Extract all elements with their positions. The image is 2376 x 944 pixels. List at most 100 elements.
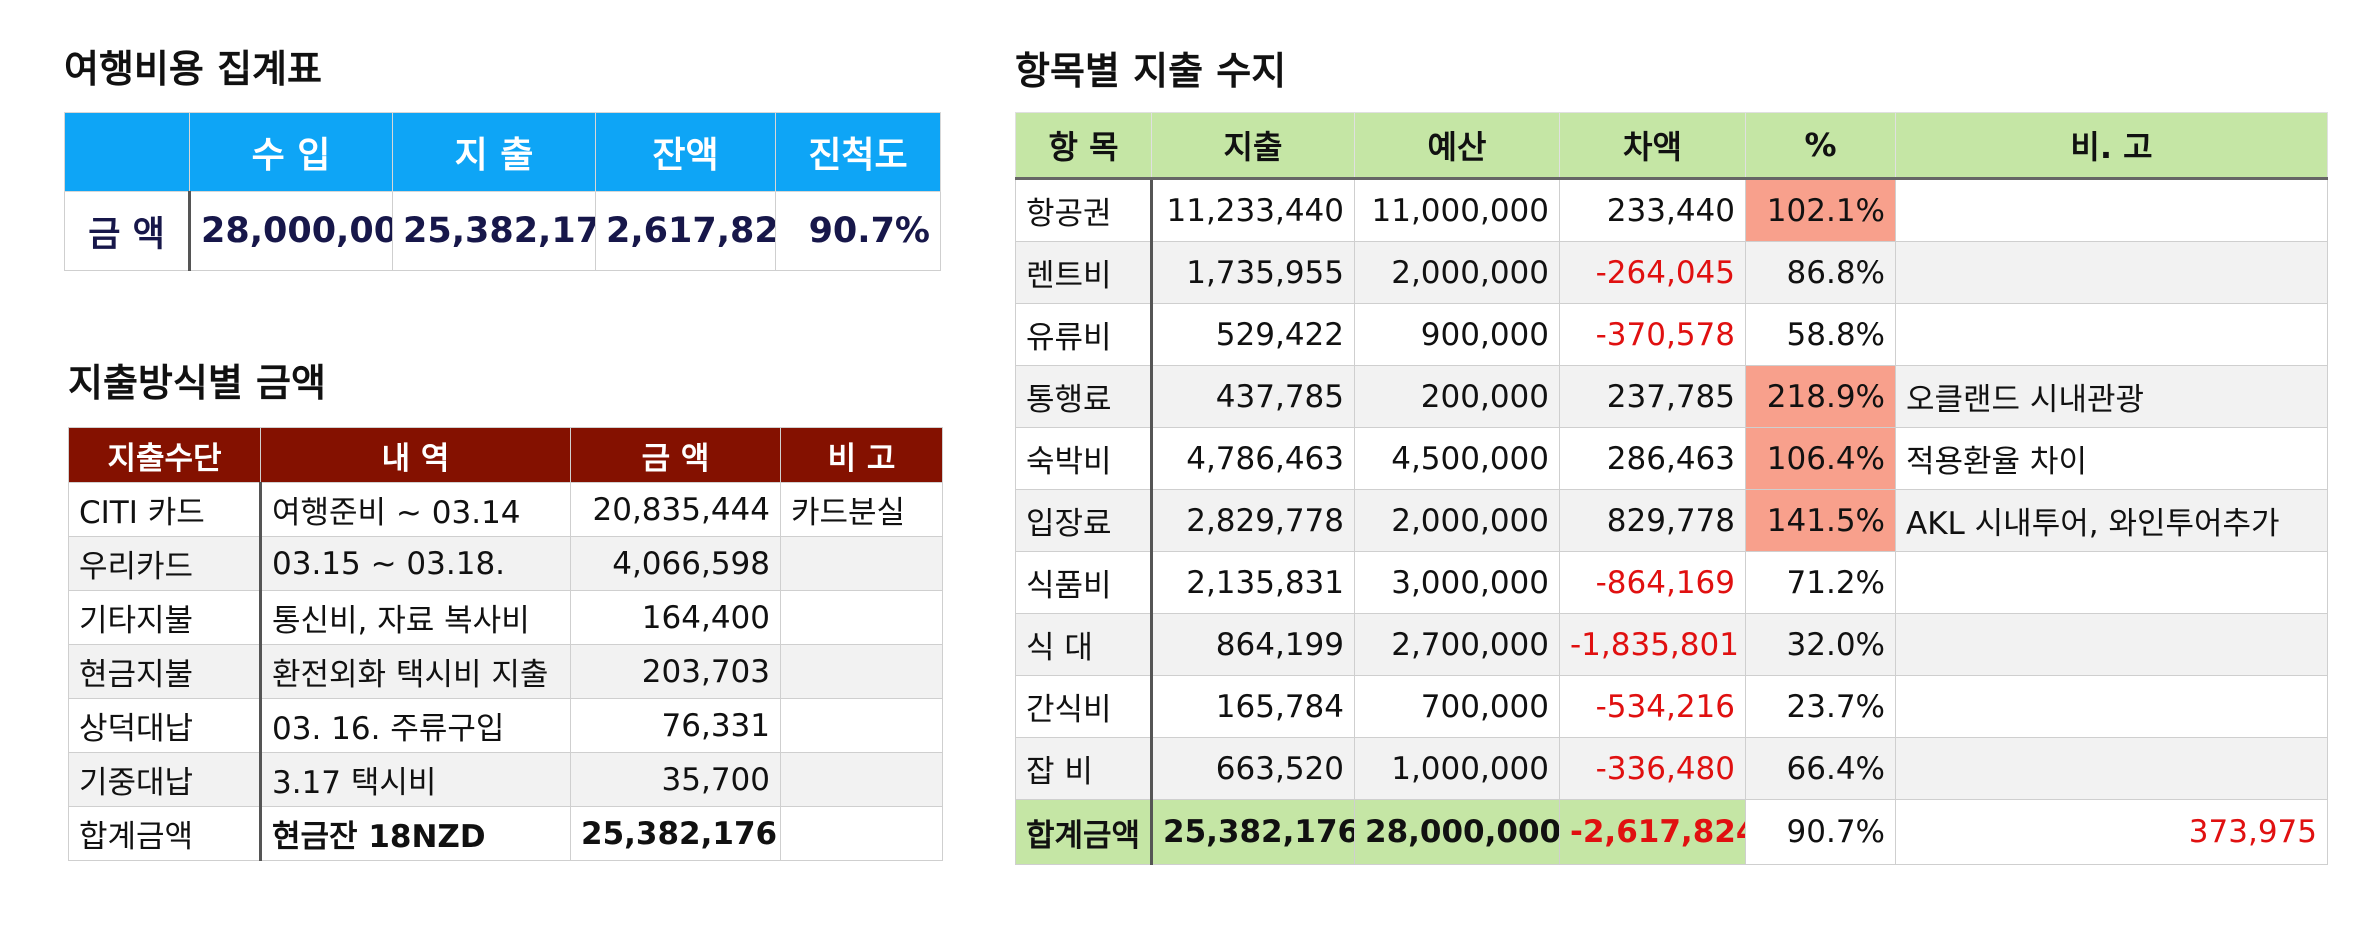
budget-cell[interactable]: 200,000	[1354, 365, 1560, 428]
diff-cell[interactable]: 829,778	[1559, 489, 1746, 552]
total-label-cell[interactable]: 합계금액	[1015, 799, 1153, 865]
budget-cell[interactable]: 3,000,000	[1354, 551, 1560, 614]
diff-cell[interactable]: 237,785	[1559, 365, 1746, 428]
summary-expense-cell[interactable]: 25,382,176	[392, 191, 596, 271]
note-cell[interactable]	[780, 536, 943, 591]
budget-cell[interactable]: 2,700,000	[1354, 613, 1560, 676]
note-cell[interactable]: AKL 시내투어, 와인투어추가	[1895, 489, 2328, 552]
total-detail-cell[interactable]: 현금잔 18NZD	[260, 806, 571, 861]
amount-cell[interactable]: 203,703	[570, 644, 781, 699]
item-cell[interactable]: 항공권	[1015, 178, 1153, 242]
total-note-cell[interactable]	[780, 806, 943, 861]
amount-cell[interactable]: 76,331	[570, 698, 781, 753]
method-cell[interactable]: 기중대납	[68, 752, 262, 807]
budget-cell[interactable]: 1,000,000	[1354, 737, 1560, 800]
diff-cell[interactable]: -370,578	[1559, 303, 1746, 366]
spent-cell[interactable]: 165,784	[1151, 675, 1355, 738]
summary-balance-cell[interactable]: 2,617,824	[595, 191, 776, 271]
item-cell[interactable]: 통행료	[1015, 365, 1153, 428]
item-cell[interactable]: 입장료	[1015, 489, 1153, 552]
budget-cell[interactable]: 2,000,000	[1354, 489, 1560, 552]
diff-cell[interactable]: -336,480	[1559, 737, 1746, 800]
detail-cell[interactable]: 03.15 ~ 03.18.	[260, 536, 571, 591]
amount-cell[interactable]: 164,400	[570, 590, 781, 645]
summary-progress-cell[interactable]: 90.7%	[775, 191, 941, 271]
amount-cell[interactable]: 20,835,444	[570, 482, 781, 537]
note-cell[interactable]	[1895, 241, 2328, 304]
note-cell[interactable]	[1895, 551, 2328, 614]
spent-cell[interactable]: 864,199	[1151, 613, 1355, 676]
method-cell[interactable]: 현금지불	[68, 644, 262, 699]
pct-cell[interactable]: 23.7%	[1745, 675, 1896, 738]
method-cell[interactable]: 우리카드	[68, 536, 262, 591]
amount-cell[interactable]: 35,700	[570, 752, 781, 807]
method-cell[interactable]: 상덕대납	[68, 698, 262, 753]
note-cell[interactable]	[1895, 303, 2328, 366]
detail-cell[interactable]: 03. 16. 주류구입	[260, 698, 571, 753]
total-spent-cell[interactable]: 25,382,176	[1151, 799, 1355, 865]
note-cell[interactable]	[1895, 737, 2328, 800]
item-cell[interactable]: 식품비	[1015, 551, 1153, 614]
budget-cell[interactable]: 700,000	[1354, 675, 1560, 738]
detail-cell[interactable]: 통신비, 자료 복사비	[260, 590, 571, 645]
pct-cell[interactable]: 66.4%	[1745, 737, 1896, 800]
spent-cell[interactable]: 2,829,778	[1151, 489, 1355, 552]
summary-income-cell[interactable]: 28,000,000	[189, 191, 393, 271]
note-cell[interactable]	[1895, 613, 2328, 676]
spent-cell[interactable]: 437,785	[1151, 365, 1355, 428]
item-cell[interactable]: 식 대	[1015, 613, 1153, 676]
diff-cell[interactable]: -864,169	[1559, 551, 1746, 614]
methods-header-amount: 금 액	[570, 427, 781, 483]
note-cell[interactable]	[780, 644, 943, 699]
pct-cell[interactable]: 218.9%	[1745, 365, 1896, 428]
budget-cell[interactable]: 900,000	[1354, 303, 1560, 366]
total-budget-cell[interactable]: 28,000,000	[1354, 799, 1560, 865]
diff-cell[interactable]: 233,440	[1559, 178, 1746, 242]
note-cell[interactable]	[1895, 675, 2328, 738]
item-cell[interactable]: 유류비	[1015, 303, 1153, 366]
detail-cell[interactable]: 환전외화 택시비 지출	[260, 644, 571, 699]
item-cell[interactable]: 숙박비	[1015, 427, 1153, 490]
spent-cell[interactable]: 11,233,440	[1151, 178, 1355, 242]
note-cell[interactable]: 오클랜드 시내관광	[1895, 365, 2328, 428]
diff-cell[interactable]: -264,045	[1559, 241, 1746, 304]
method-cell[interactable]: CITI 카드	[68, 482, 262, 537]
spent-cell[interactable]: 2,135,831	[1151, 551, 1355, 614]
pct-cell[interactable]: 102.1%	[1745, 178, 1896, 242]
spent-cell[interactable]: 529,422	[1151, 303, 1355, 366]
item-cell[interactable]: 잡 비	[1015, 737, 1153, 800]
detail-cell[interactable]: 3.17 택시비	[260, 752, 571, 807]
total-diff-cell[interactable]: -2,617,824	[1559, 799, 1746, 865]
item-cell[interactable]: 간식비	[1015, 675, 1153, 738]
spent-cell[interactable]: 4,786,463	[1151, 427, 1355, 490]
total-note-cell[interactable]: 373,975	[1895, 799, 2328, 865]
pct-cell[interactable]: 71.2%	[1745, 551, 1896, 614]
budget-cell[interactable]: 2,000,000	[1354, 241, 1560, 304]
diff-cell[interactable]: -1,835,801	[1559, 613, 1746, 676]
pct-cell[interactable]: 58.8%	[1745, 303, 1896, 366]
note-cell[interactable]: 카드분실	[780, 482, 943, 537]
summary-row-label[interactable]: 금 액	[64, 191, 191, 271]
note-cell[interactable]	[780, 698, 943, 753]
diff-cell[interactable]: -534,216	[1559, 675, 1746, 738]
note-cell[interactable]: 적용환율 차이	[1895, 427, 2328, 490]
amount-cell[interactable]: 4,066,598	[570, 536, 781, 591]
spent-cell[interactable]: 663,520	[1151, 737, 1355, 800]
note-cell[interactable]	[780, 590, 943, 645]
pct-cell[interactable]: 106.4%	[1745, 427, 1896, 490]
pct-cell[interactable]: 141.5%	[1745, 489, 1896, 552]
budget-cell[interactable]: 4,500,000	[1354, 427, 1560, 490]
budget-cell[interactable]: 11,000,000	[1354, 178, 1560, 242]
spent-cell[interactable]: 1,735,955	[1151, 241, 1355, 304]
total-label-cell[interactable]: 합계금액	[68, 806, 262, 861]
diff-cell[interactable]: 286,463	[1559, 427, 1746, 490]
pct-cell[interactable]: 32.0%	[1745, 613, 1896, 676]
detail-cell[interactable]: 여행준비 ~ 03.14	[260, 482, 571, 537]
note-cell[interactable]	[780, 752, 943, 807]
pct-cell[interactable]: 86.8%	[1745, 241, 1896, 304]
total-amount-cell[interactable]: 25,382,176	[570, 806, 781, 861]
method-cell[interactable]: 기타지불	[68, 590, 262, 645]
item-cell[interactable]: 렌트비	[1015, 241, 1153, 304]
note-cell[interactable]	[1895, 178, 2328, 242]
total-pct-cell[interactable]: 90.7%	[1745, 799, 1896, 865]
